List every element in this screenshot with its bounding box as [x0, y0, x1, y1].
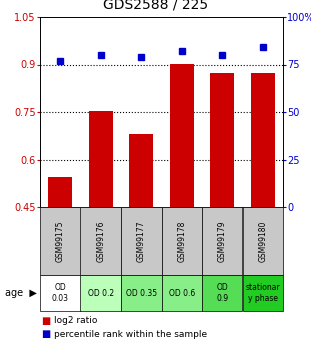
Bar — [210, 73, 234, 207]
Text: OD
0.9: OD 0.9 — [216, 283, 228, 303]
Text: GSM99178: GSM99178 — [177, 220, 186, 262]
Bar — [48, 177, 72, 207]
Text: GSM99180: GSM99180 — [258, 220, 267, 262]
Text: GDS2588 / 225: GDS2588 / 225 — [103, 0, 208, 12]
Text: stationar
y phase: stationar y phase — [245, 283, 280, 303]
Text: GSM99176: GSM99176 — [96, 220, 105, 262]
Bar — [129, 134, 153, 207]
Text: age  ▶: age ▶ — [5, 288, 37, 298]
Text: GSM99177: GSM99177 — [137, 220, 146, 262]
Text: percentile rank within the sample: percentile rank within the sample — [54, 329, 207, 339]
Text: OD 0.2: OD 0.2 — [88, 288, 114, 297]
Text: ■: ■ — [42, 329, 51, 339]
Text: OD 0.6: OD 0.6 — [169, 288, 195, 297]
Text: OD 0.35: OD 0.35 — [126, 288, 157, 297]
Text: log2 ratio: log2 ratio — [54, 316, 97, 325]
Text: GSM99175: GSM99175 — [56, 220, 65, 262]
Text: GSM99179: GSM99179 — [218, 220, 227, 262]
Bar — [169, 64, 194, 207]
Text: OD
0.03: OD 0.03 — [52, 283, 69, 303]
Text: ■: ■ — [42, 316, 51, 326]
Bar — [251, 73, 275, 207]
Bar — [89, 111, 113, 207]
